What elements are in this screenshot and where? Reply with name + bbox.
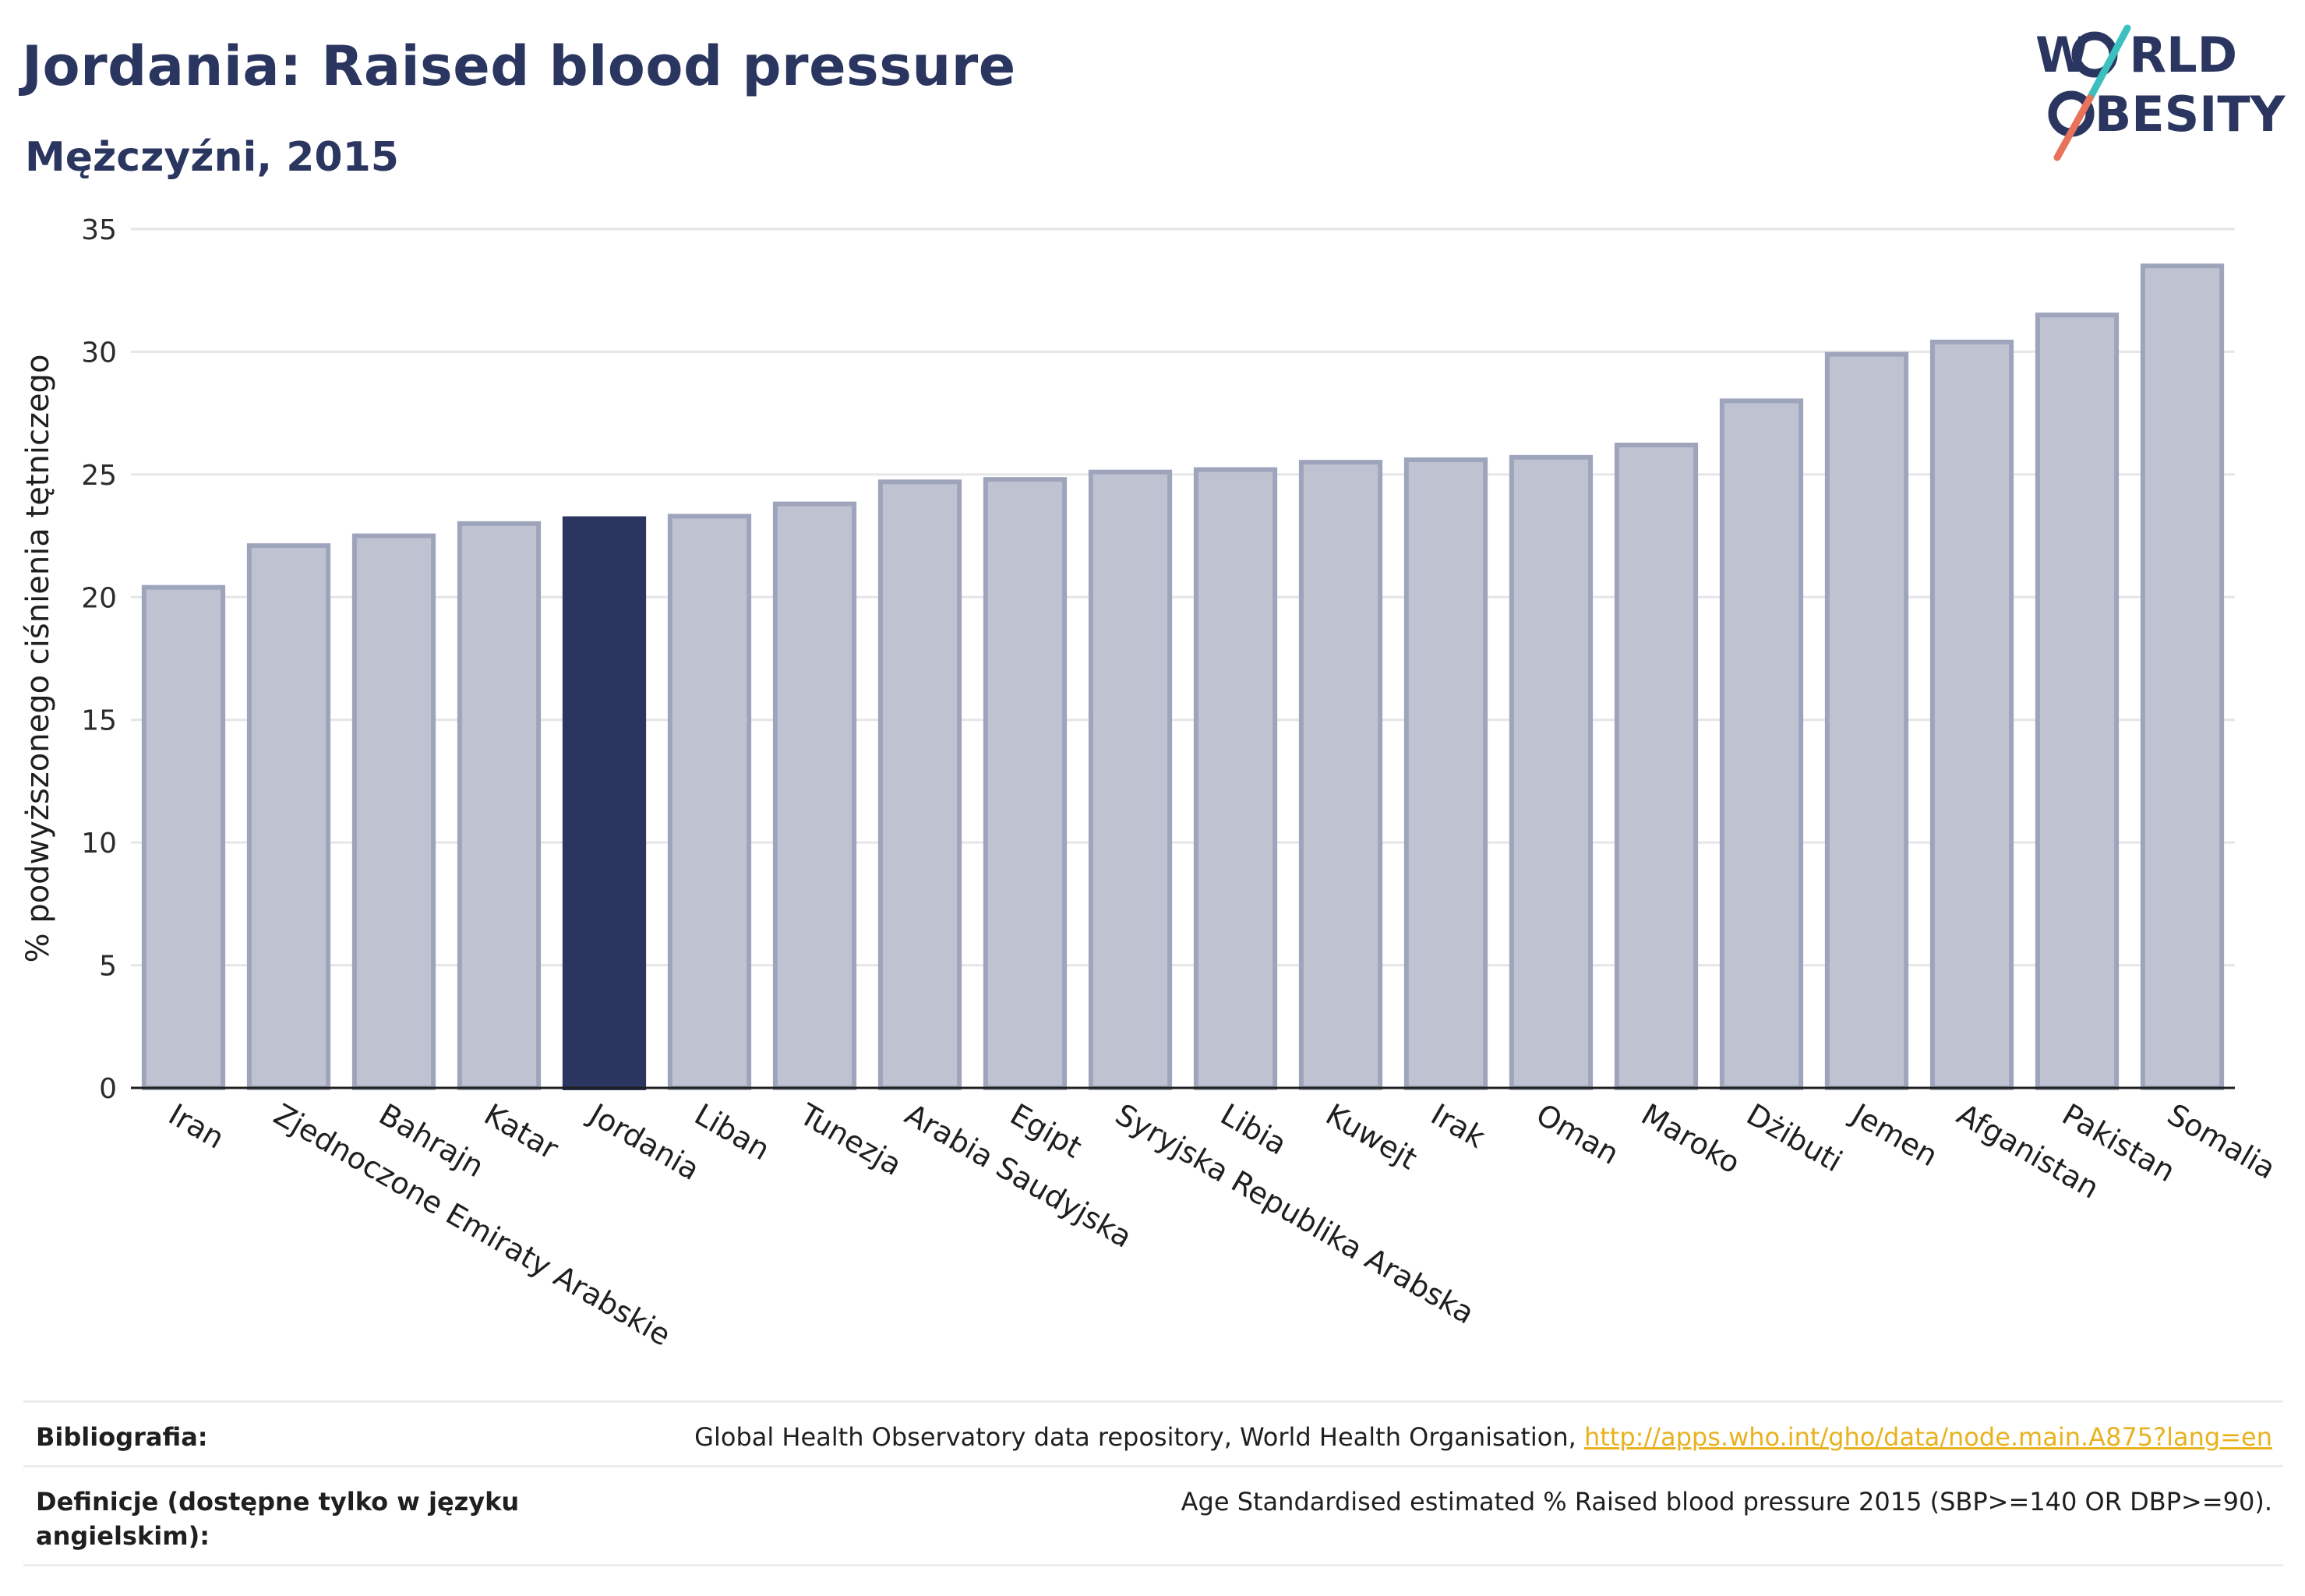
bar-18 (2035, 312, 2120, 1090)
footer-definitions-row: Definicje (dostępne tylko w języku angie… (23, 1465, 2283, 1566)
y-tick-label: 25 (81, 460, 117, 492)
x-tick-label: Tunezja (793, 1096, 908, 1182)
x-tick-label: Katar (478, 1097, 564, 1167)
bibliography-label: Bibliografia: (36, 1422, 208, 1452)
bar-19 (2140, 263, 2225, 1091)
y-tick-label: 20 (81, 582, 117, 614)
bar-3 (457, 521, 542, 1090)
bar-chart: 0 5 10 15 20 25 30 35 Iran Zjednoczone Emiraty A… (20, 214, 2282, 1353)
bar-1 (246, 543, 331, 1090)
y-tick-labels: 0 5 10 15 20 25 30 35 (81, 214, 117, 1105)
bibliography-link[interactable]: http://apps.who.int/gho/data/node.main.A… (1583, 1422, 2272, 1452)
definitions-value: Age Standardised estimated % Raised bloo… (1181, 1487, 2272, 1517)
y-axis-label: % podwyższonego ciśnienia tętniczego (20, 355, 56, 963)
logo-slash-coral (2053, 94, 2094, 161)
y-tick-label: 5 (99, 951, 117, 983)
chart-title: Jordania: Raised blood pressure (22, 34, 1016, 98)
bar-2 (351, 533, 436, 1090)
x-tick-label: Syryjska Republika Arabska (1110, 1097, 1480, 1331)
bar-14 (1614, 443, 1699, 1090)
x-tick-label: Jordania (582, 1096, 705, 1187)
logo-slash-teal (2086, 24, 2131, 102)
bar-13 (1509, 454, 1594, 1090)
bar-16 (1824, 351, 1909, 1090)
chart-subtitle: Mężczyźni, 2015 (25, 134, 399, 181)
x-tick-label: Irak (1425, 1097, 1491, 1155)
bar-0 (141, 584, 226, 1090)
bar-9 (1088, 469, 1173, 1090)
x-tick-label: Jemen (1844, 1096, 1943, 1174)
logo-text-obesity: BESITY (2095, 86, 2286, 143)
x-tick-label: Maroko (1636, 1097, 1746, 1181)
bar-10 (1193, 467, 1278, 1090)
x-tick-label: Somalia (2162, 1097, 2282, 1186)
y-tick-label: 15 (81, 705, 117, 737)
y-tick-label: 0 (99, 1073, 117, 1105)
bar-11 (1298, 460, 1383, 1090)
bar-5 (667, 514, 752, 1090)
x-tick-label: Iran (163, 1097, 230, 1156)
definitions-label: Definicje (dostępne tylko w języku angie… (36, 1485, 519, 1553)
x-tick-label: Libia (1215, 1097, 1293, 1162)
definitions-label-line2: angielskim): (36, 1521, 210, 1551)
footer-bibliography-row: Bibliografia: Global Health Observatory … (23, 1400, 2283, 1467)
bar-8 (983, 477, 1068, 1090)
bar-17 (1929, 339, 2014, 1090)
grid-lines (131, 228, 2235, 967)
y-tick-label: 35 (81, 214, 117, 246)
x-tick-label: Kuwejt (1320, 1097, 1423, 1177)
x-tick-label: Oman (1530, 1097, 1625, 1171)
bar-7 (877, 479, 962, 1090)
bar-4 (562, 516, 647, 1090)
world-obesity-logo: W RLD BESITY (2035, 24, 2286, 161)
bar-6 (772, 501, 857, 1090)
x-tick-label: Dżibuti (1741, 1097, 1848, 1179)
bibliography-value: Global Health Observatory data repositor… (694, 1420, 2272, 1454)
y-tick-label: 10 (81, 828, 117, 860)
bars (141, 263, 2225, 1091)
bar-12 (1403, 457, 1488, 1090)
bibliography-text: Global Health Observatory data repositor… (694, 1422, 1584, 1452)
y-tick-label: 30 (81, 337, 117, 369)
x-tick-labels: Iran Zjednoczone Emiraty ArabskieBahrajnK… (163, 1096, 2282, 1353)
definitions-label-line1: Definicje (dostępne tylko w języku (36, 1487, 520, 1517)
bar-15 (1719, 398, 1804, 1090)
